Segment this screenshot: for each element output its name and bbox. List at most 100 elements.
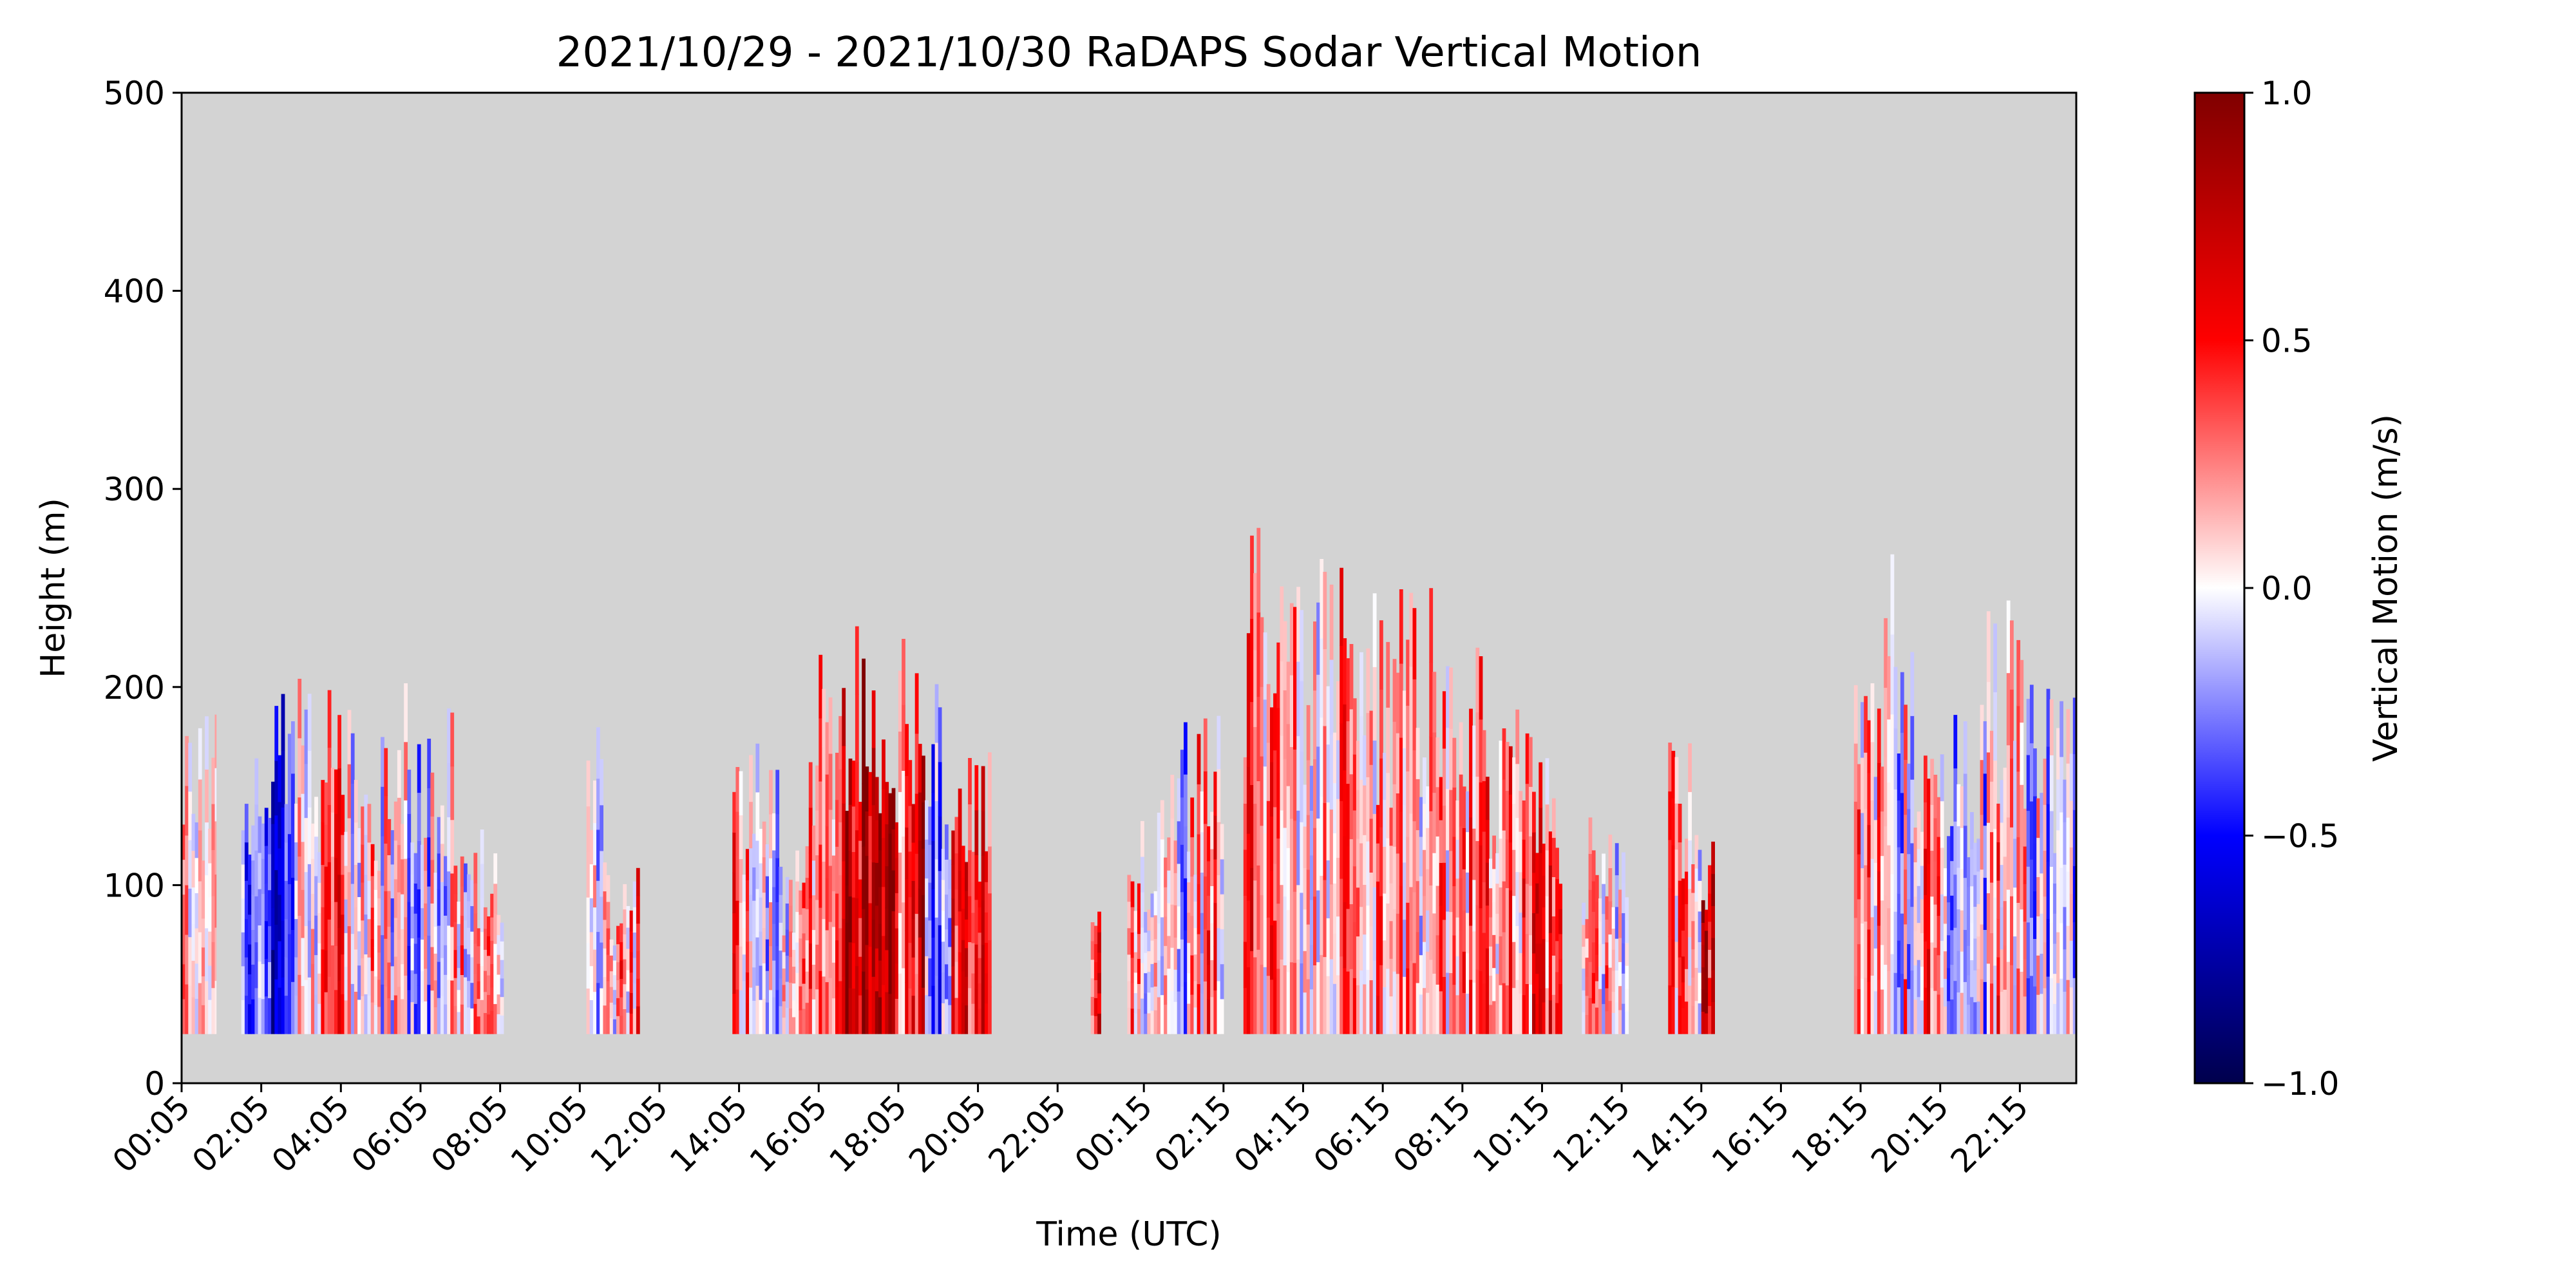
heatmap-cell bbox=[1508, 938, 1513, 987]
heatmap-cell bbox=[317, 973, 321, 1004]
heatmap-cell bbox=[413, 883, 418, 914]
heatmap-cell bbox=[271, 991, 275, 1034]
heatmap-cell bbox=[875, 948, 879, 992]
heatmap-cell bbox=[1542, 938, 1546, 971]
heatmap-cell bbox=[1927, 906, 1931, 949]
x-tick-label: 02:15 bbox=[1147, 1088, 1239, 1180]
heatmap-cell bbox=[1602, 884, 1605, 914]
heatmap-cell bbox=[444, 945, 448, 975]
heatmap-cell bbox=[1970, 996, 1974, 1034]
heatmap-cell bbox=[2040, 793, 2044, 833]
heatmap-cell bbox=[1542, 875, 1546, 907]
heatmap-cell bbox=[321, 907, 325, 950]
heatmap-cell bbox=[1130, 881, 1135, 907]
heatmap-cell bbox=[815, 810, 819, 856]
heatmap-cell bbox=[1127, 954, 1132, 981]
heatmap-cell bbox=[444, 974, 448, 1005]
heatmap-cell bbox=[626, 927, 630, 949]
heatmap-cell bbox=[1207, 826, 1211, 862]
heatmap-cell bbox=[1452, 886, 1457, 936]
heatmap-cell bbox=[765, 876, 770, 908]
heatmap-cell bbox=[851, 806, 856, 852]
heatmap-cell bbox=[1535, 853, 1539, 884]
heatmap-cell bbox=[350, 983, 355, 1034]
heatmap-cell bbox=[1309, 810, 1314, 856]
heatmap-cell bbox=[274, 979, 279, 1034]
heatmap-cell bbox=[898, 791, 902, 853]
heatmap-cell bbox=[1130, 932, 1135, 958]
heatmap-cell bbox=[1940, 754, 1944, 802]
heatmap-cell bbox=[795, 942, 799, 973]
heatmap-cell bbox=[384, 795, 388, 844]
heatmap-cell bbox=[1383, 752, 1387, 800]
heatmap-cell bbox=[211, 849, 216, 896]
heatmap-cell bbox=[1462, 828, 1466, 869]
heatmap-cell bbox=[1283, 621, 1287, 690]
heatmap-cell bbox=[845, 885, 849, 923]
heatmap-cell bbox=[367, 880, 372, 920]
heatmap-cell bbox=[2029, 917, 2034, 976]
heatmap-cell bbox=[1296, 884, 1300, 960]
heatmap-cell bbox=[1455, 917, 1460, 956]
heatmap-cell bbox=[838, 927, 842, 981]
heatmap-cell bbox=[1545, 942, 1549, 989]
heatmap-cell bbox=[1200, 872, 1204, 913]
heatmap-cell bbox=[393, 801, 398, 841]
heatmap-cell bbox=[1386, 772, 1390, 838]
heatmap-cell bbox=[2046, 746, 2050, 804]
heatmap-cell bbox=[1542, 844, 1546, 876]
heatmap-cell bbox=[1924, 848, 1927, 895]
heatmap-cell bbox=[1187, 882, 1191, 913]
heatmap-cell bbox=[2000, 864, 2004, 907]
heatmap-cell bbox=[1907, 943, 1911, 989]
heatmap-cell bbox=[421, 907, 424, 940]
heatmap-cell bbox=[1349, 838, 1354, 904]
heatmap-cell bbox=[934, 742, 939, 801]
heatmap-cell bbox=[1356, 887, 1360, 937]
heatmap-cell bbox=[307, 750, 312, 808]
heatmap-cell bbox=[779, 866, 783, 895]
heatmap-cell bbox=[914, 853, 919, 914]
heatmap-cell bbox=[1150, 1010, 1155, 1034]
heatmap-cell bbox=[1857, 854, 1861, 900]
heatmap-cell bbox=[1446, 788, 1450, 851]
heatmap-cell bbox=[805, 846, 810, 878]
heatmap-cell bbox=[1203, 981, 1208, 1034]
heatmap-cell bbox=[1243, 803, 1247, 850]
heatmap-cell bbox=[862, 909, 866, 972]
heatmap-cell bbox=[1184, 774, 1188, 827]
heatmap-cell bbox=[1313, 965, 1317, 1034]
heatmap-cell bbox=[2013, 985, 2017, 1034]
heatmap-cell bbox=[194, 857, 199, 893]
heatmap-cell bbox=[888, 913, 893, 954]
heatmap-cell bbox=[1685, 838, 1689, 872]
heatmap-cell bbox=[885, 782, 889, 824]
heatmap-cell bbox=[1701, 989, 1705, 1012]
heatmap-cell bbox=[623, 1009, 627, 1034]
heatmap-cell bbox=[1927, 821, 1931, 864]
heatmap-cell bbox=[374, 889, 378, 919]
heatmap-cell bbox=[490, 963, 494, 988]
heatmap-cell bbox=[274, 869, 279, 925]
heatmap-cell bbox=[1455, 839, 1460, 879]
heatmap-cell bbox=[941, 910, 945, 942]
heatmap-cell bbox=[1466, 791, 1470, 833]
heatmap-cell bbox=[1303, 909, 1307, 951]
heatmap-cell bbox=[752, 867, 756, 901]
heatmap-cell bbox=[831, 998, 836, 1034]
heatmap-cell bbox=[620, 942, 623, 961]
heatmap-cell bbox=[1127, 1007, 1132, 1034]
heatmap-cell bbox=[1127, 901, 1132, 929]
heatmap-cell bbox=[745, 910, 750, 942]
heatmap-cell bbox=[1203, 771, 1208, 824]
heatmap-cell bbox=[1505, 742, 1510, 791]
heatmap-cell bbox=[1986, 822, 1991, 893]
heatmap-cell bbox=[1173, 905, 1178, 938]
heatmap-cell bbox=[304, 763, 308, 819]
heatmap-cell bbox=[1429, 662, 1434, 737]
heatmap-cell bbox=[2049, 810, 2054, 867]
heatmap-cell bbox=[251, 964, 255, 999]
heatmap-cell bbox=[878, 886, 882, 924]
heatmap-cell bbox=[1485, 819, 1490, 863]
heatmap-cell bbox=[925, 839, 929, 879]
